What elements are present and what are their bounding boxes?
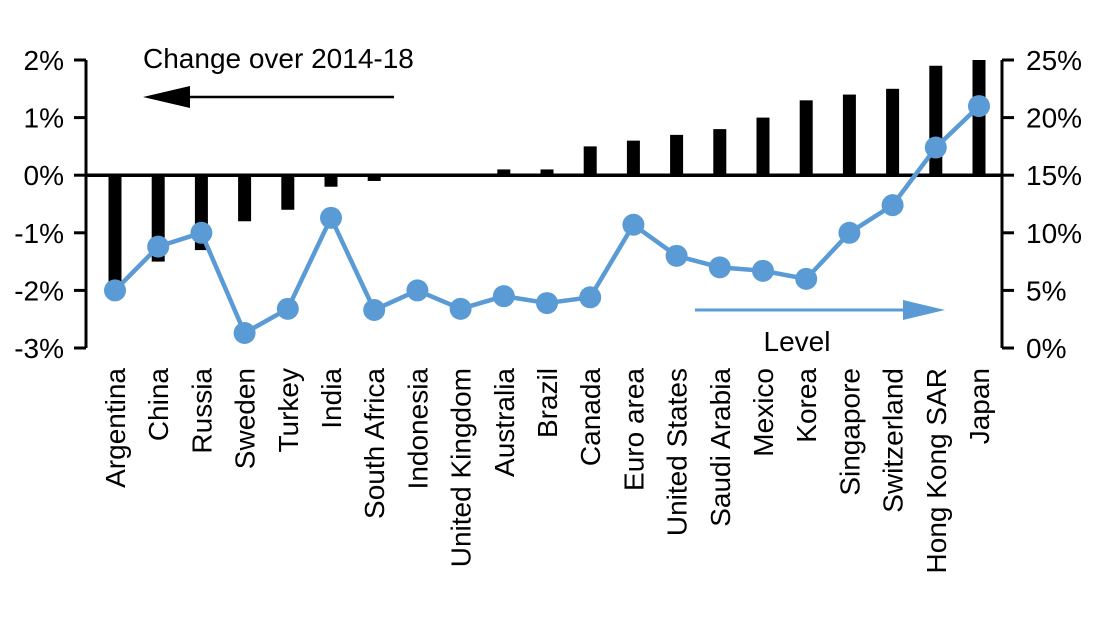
level-marker-Singapore [838,221,861,244]
plot-area: 2% 1% 0% -1% -2% -3% 25% 20% 15% 10% 5% 0% Argentina… [14,45,1082,573]
level-marker-Korea [795,267,818,290]
bar-Canada [583,146,597,176]
left-axis-tick-label: -3% [14,333,64,364]
level-marker-Russia [190,221,213,244]
level-marker-Japan [968,95,990,118]
x-label-United States: United States [662,368,693,536]
x-label-Argentina: Argentina [100,368,131,488]
x-label-United Kingdom: United Kingdom [446,368,477,567]
bar-India [324,175,338,187]
level-marker-Australia [492,285,515,308]
x-label-Korea: Korea [791,368,822,443]
bar-Hong Kong SAR [929,65,943,176]
level-marker-Turkey [276,297,299,320]
left-axis-arrow [143,86,394,108]
bar-Argentina [108,175,122,285]
right-axis-tick-label: 20% [1026,103,1082,134]
bar-Singapore [842,94,856,176]
level-marker-China [147,235,170,258]
x-label-Indonesia: Indonesia [402,368,433,490]
left-axis-tick-label: -1% [14,218,64,249]
level-marker-Indonesia [406,279,429,302]
level-marker-Brazil [536,292,558,315]
x-label-Hong Kong SAR: Hong Kong SAR [921,368,952,573]
bar-Sweden [238,175,252,222]
bar-series-title: Change over 2014-18 [143,43,414,74]
x-label-Turkey: Turkey [273,368,304,453]
left-axis-tick-label: 2% [24,45,64,76]
right-axis-tick-label: 5% [1026,275,1066,306]
x-label-Sweden: Sweden [230,368,261,469]
right-axis-tick-label: 10% [1026,218,1082,249]
x-label-Switzerland: Switzerland [878,368,909,513]
level-marker-Euro area [622,213,645,236]
x-label-China: China [143,368,174,442]
bar-Switzerland [886,88,900,176]
left-axis-tick-label: 0% [24,160,64,191]
bar-Australia [497,169,511,176]
level-marker-Mexico [752,259,774,282]
bar-Saudi Arabia [713,129,727,176]
level-marker-Saudi Arabia [708,256,731,279]
x-label-Brazil: Brazil [532,368,563,438]
bar-United States [670,134,684,176]
x-label-Russia: Russia [186,368,217,454]
left-axis-tick-label: -2% [14,275,64,306]
level-marker-Sweden [233,322,256,345]
level-marker-Switzerland [881,194,904,217]
bar-South Africa [367,175,381,181]
bar-Euro area [626,140,640,176]
left-axis-tick-label: 1% [24,103,64,134]
level-marker-South Africa [363,298,386,321]
x-label-South Africa: South Africa [359,368,390,519]
line-series-label: Level [764,326,831,357]
level-marker-Argentina [104,279,126,302]
x-label-Saudi Arabia: Saudi Arabia [705,368,736,527]
bar-Japan [972,60,986,176]
right-axis-arrow [695,300,945,320]
x-label-India: India [316,368,347,429]
bar-Brazil [540,169,554,176]
bar-Korea [799,100,813,176]
x-label-Canada: Canada [575,368,606,467]
level-marker-United States [665,244,688,267]
x-label-Australia: Australia [489,368,520,477]
level-marker-India [320,206,342,229]
right-axis-tick-label: 25% [1026,45,1082,76]
level-marker-United Kingdom [449,297,472,320]
right-axis-tick-label: 15% [1026,160,1082,191]
x-label-Singapore: Singapore [834,368,865,496]
level-marker-Canada [579,286,602,309]
x-label-Euro area: Euro area [618,368,649,491]
right-axis-tick-label: 0% [1026,333,1066,364]
x-label-Japan: Japan [964,368,995,444]
x-label-Mexico: Mexico [748,368,779,457]
level-marker-Hong Kong SAR [924,136,947,159]
bar-Mexico [756,117,770,176]
bar-Turkey [281,175,295,210]
